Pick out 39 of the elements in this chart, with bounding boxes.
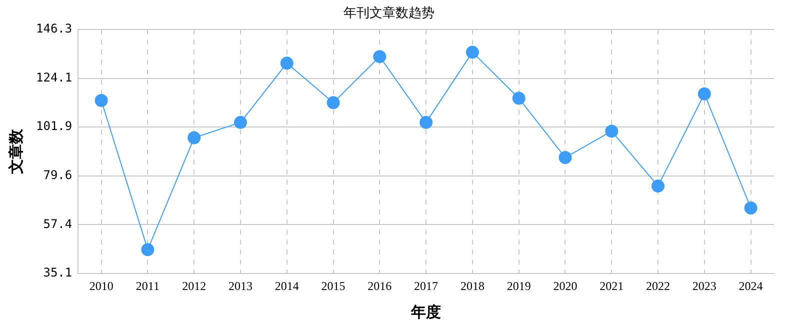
- x-tick-label: 2021: [600, 278, 624, 293]
- point: [188, 131, 201, 144]
- x-tick-label: 2022: [646, 278, 670, 293]
- x-tick-label: 2012: [182, 278, 206, 293]
- y-tick-label: 146.3: [36, 22, 72, 36]
- point: [94, 94, 108, 107]
- point: [558, 151, 572, 164]
- point: [512, 92, 526, 105]
- x-tick-label: 2019: [506, 278, 531, 293]
- x-tick-label: 2015: [321, 278, 346, 293]
- point: [373, 50, 386, 64]
- point: [744, 201, 758, 214]
- x-tick-label: 2011: [136, 278, 160, 293]
- point: [698, 87, 711, 100]
- point: [605, 124, 618, 138]
- x-tick-label: 2014: [274, 278, 299, 293]
- x-axis-title: 年度: [410, 302, 442, 321]
- point: [234, 116, 247, 129]
- y-tick-label: 35.1: [43, 266, 72, 280]
- x-tick-label: 2020: [553, 278, 578, 293]
- point: [420, 116, 433, 129]
- y-tick-label: 79.6: [43, 168, 72, 182]
- x-tick-label: 2023: [692, 278, 716, 293]
- x-tick-label: 2010: [89, 278, 114, 293]
- point: [652, 180, 665, 193]
- x-tick-label: 2017: [414, 278, 438, 293]
- point: [466, 46, 479, 59]
- point: [326, 96, 340, 110]
- x-tick-label: 2013: [228, 278, 252, 293]
- y-tick-label: 57.4: [43, 216, 72, 231]
- y-tick-label: 101.9: [36, 119, 72, 134]
- x-tick-label: 2018: [460, 278, 484, 293]
- point: [141, 243, 154, 256]
- y-tick-label: 124.1: [36, 70, 72, 84]
- y-axis-title: 文章数: [6, 128, 25, 176]
- point: [280, 56, 294, 70]
- x-tick-label: 2024: [738, 278, 763, 293]
- chart-title: 年刊文章数趋势: [344, 5, 434, 20]
- x-tick-label: 2016: [368, 278, 392, 293]
